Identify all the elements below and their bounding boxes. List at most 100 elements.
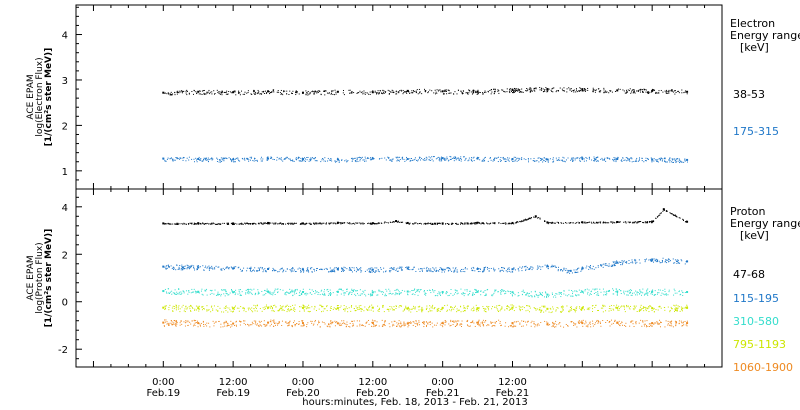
scatter-dot <box>367 309 369 311</box>
scatter-dot <box>232 267 234 269</box>
scatter-dot <box>227 222 229 224</box>
scatter-dot <box>302 223 304 225</box>
scatter-dot <box>269 325 271 327</box>
scatter-dot <box>523 220 525 222</box>
scatter-dot <box>399 305 401 307</box>
scatter-dot <box>569 88 571 90</box>
scatter-dot <box>292 290 294 292</box>
scatter-dot <box>317 91 319 93</box>
scatter-dot <box>612 158 614 160</box>
scatter-dot <box>566 305 568 307</box>
scatter-dot <box>301 268 303 270</box>
scatter-dot <box>568 310 570 312</box>
scatter-dot <box>300 271 302 273</box>
scatter-dot <box>534 290 536 292</box>
scatter-dot <box>375 223 377 225</box>
scatter-dot <box>619 325 621 327</box>
scatter-dot <box>240 270 242 272</box>
scatter-dot <box>666 259 668 261</box>
scatter-dot <box>442 223 444 225</box>
scatter-dot <box>591 305 593 307</box>
scatter-dot <box>191 158 193 160</box>
scatter-dot <box>183 222 185 224</box>
scatter-dot <box>181 267 183 269</box>
scatter-dot <box>332 93 334 95</box>
scatter-dot <box>473 267 475 269</box>
scatter-dot <box>581 88 583 90</box>
scatter-dot <box>671 213 673 215</box>
scatter-dot <box>305 90 307 92</box>
scatter-dot <box>356 159 358 161</box>
scatter-dot <box>578 289 580 291</box>
scatter-dot <box>373 324 375 326</box>
scatter-dot <box>574 271 576 273</box>
scatter-dot <box>633 305 635 307</box>
scatter-dot <box>414 307 416 309</box>
scatter-dot <box>586 222 588 224</box>
scatter-dot <box>385 295 387 297</box>
scatter-dot <box>269 222 271 224</box>
scatter-dot <box>644 259 646 261</box>
scatter-dot <box>249 270 251 272</box>
scatter-dot <box>559 311 561 313</box>
scatter-dot <box>348 292 350 294</box>
scatter-dot <box>376 223 378 225</box>
scatter-dot <box>223 289 225 291</box>
scatter-dot <box>370 157 372 159</box>
scatter-dot <box>603 304 605 306</box>
scatter-dot <box>406 266 408 268</box>
scatter-dot <box>169 291 171 293</box>
scatter-dot <box>653 261 655 263</box>
scatter-dot <box>415 291 417 293</box>
scatter-dot <box>425 222 427 224</box>
scatter-dot <box>316 160 318 162</box>
scatter-dot <box>183 90 185 92</box>
scatter-dot <box>249 267 251 269</box>
scatter-dot <box>326 305 328 307</box>
scatter-dot <box>511 304 513 306</box>
scatter-dot <box>615 288 617 290</box>
scatter-dot <box>403 91 405 93</box>
scatter-dot <box>292 270 294 272</box>
scatter-dot <box>406 223 408 225</box>
scatter-dot <box>460 323 462 325</box>
scatter-dot <box>342 269 344 271</box>
scatter-dot <box>489 223 491 225</box>
scatter-dot <box>670 90 672 92</box>
scatter-dot <box>510 308 512 310</box>
scatter-dot <box>659 213 661 215</box>
scatter-dot <box>477 310 479 312</box>
scatter-dot <box>482 158 484 160</box>
scatter-dot <box>338 288 340 290</box>
scatter-dot <box>686 261 688 263</box>
scatter-dot <box>250 266 252 268</box>
scatter-dot <box>368 271 370 273</box>
scatter-dot <box>603 294 605 296</box>
scatter-dot <box>430 306 432 308</box>
scatter-dot <box>351 159 353 161</box>
scatter-dot <box>202 265 204 267</box>
scatter-dot <box>225 310 227 312</box>
scatter-dot <box>205 223 207 225</box>
scatter-dot <box>297 268 299 270</box>
scatter-dot <box>472 92 474 94</box>
scatter-dot <box>519 310 521 312</box>
data-point <box>616 290 619 293</box>
scatter-dot <box>675 307 677 309</box>
scatter-dot <box>455 156 457 158</box>
data-point <box>336 158 339 161</box>
scatter-dot <box>291 159 293 161</box>
scatter-dot <box>180 293 182 295</box>
scatter-dot <box>551 292 553 294</box>
scatter-dot <box>248 223 250 225</box>
scatter-dot <box>475 304 477 306</box>
scatter-dot <box>201 306 203 308</box>
scatter-dot <box>303 324 305 326</box>
scatter-dot <box>439 267 441 269</box>
scatter-dot <box>674 262 676 264</box>
scatter-dot <box>497 89 499 91</box>
scatter-dot <box>234 306 236 308</box>
scatter-dot <box>269 307 271 309</box>
scatter-dot <box>245 293 247 295</box>
scatter-dot <box>493 324 495 326</box>
